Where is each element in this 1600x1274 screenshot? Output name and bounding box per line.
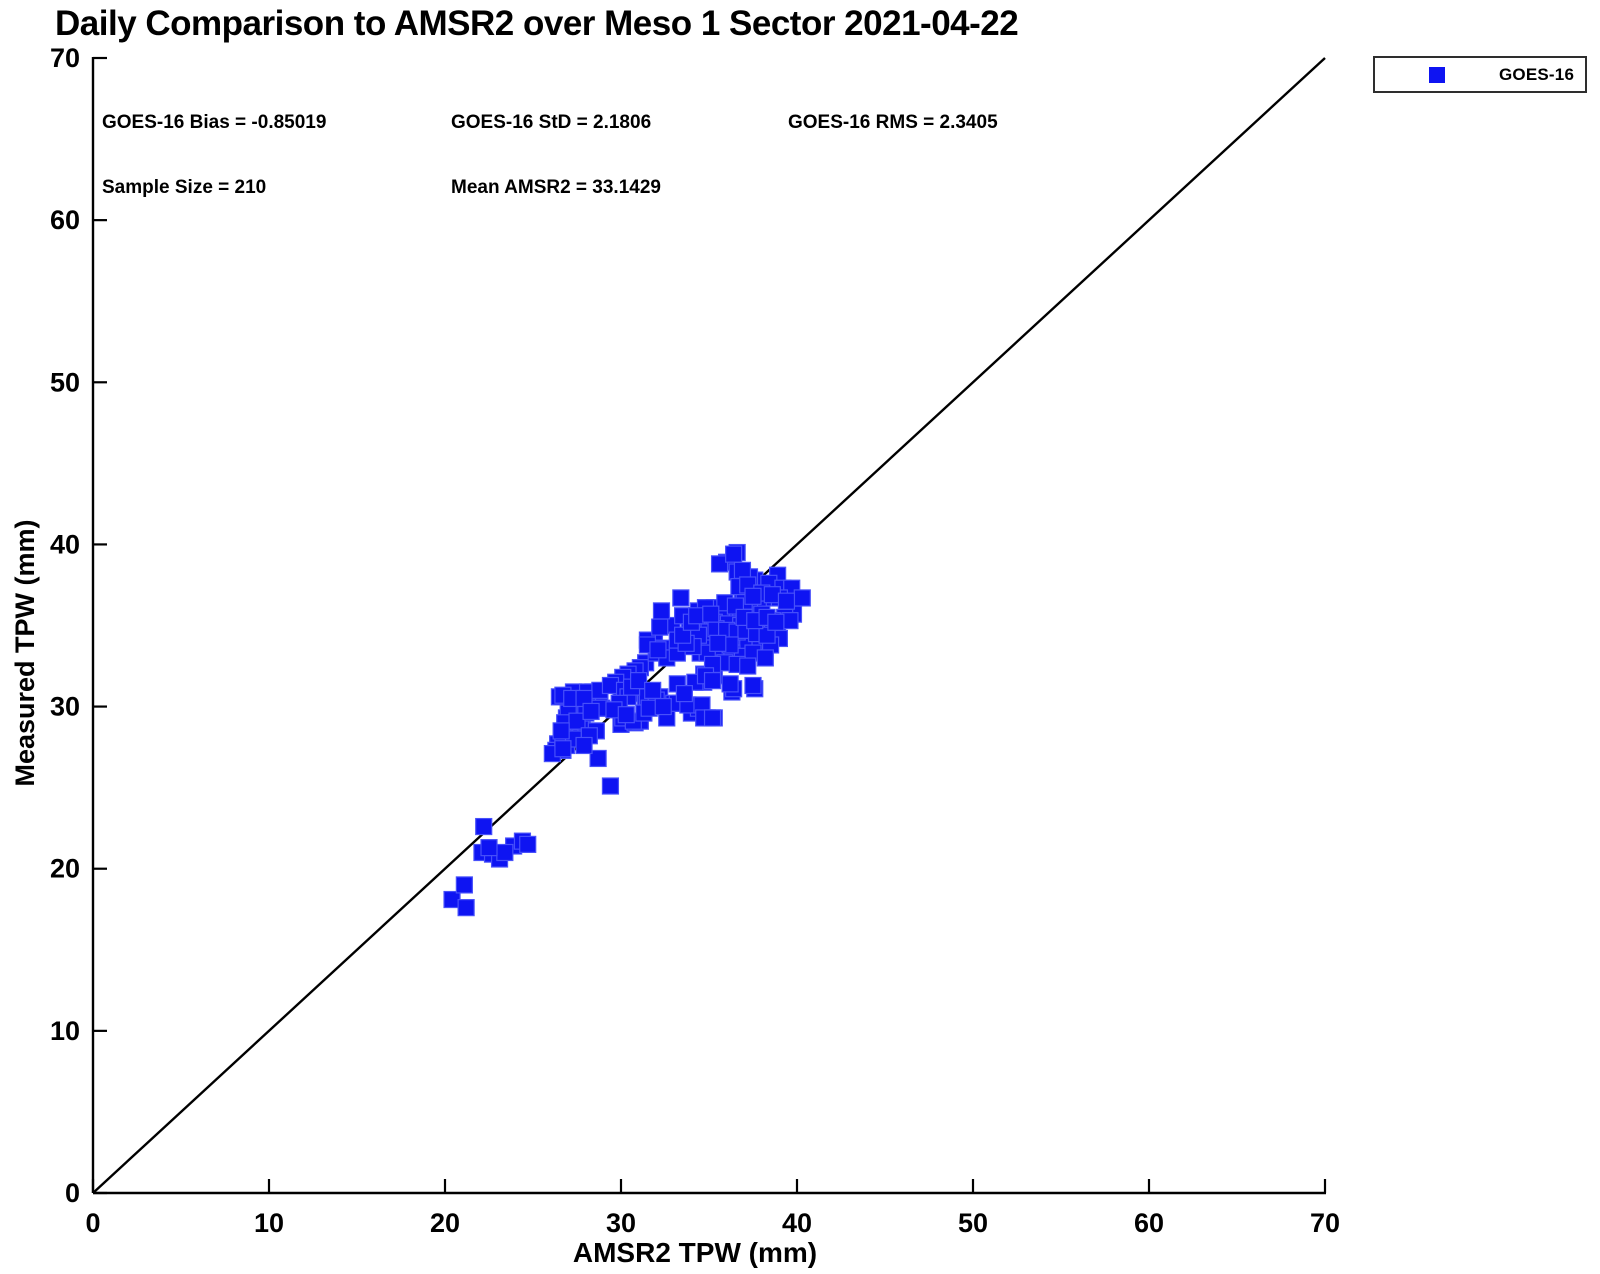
x-tick-label: 20 <box>430 1208 460 1238</box>
legend-label-goes16: GOES-16 <box>1499 64 1575 84</box>
scatter-point <box>649 641 667 659</box>
scatter-point <box>675 684 693 703</box>
scatter-point <box>744 676 762 695</box>
x-tick-label: 50 <box>958 1208 988 1238</box>
y-tick-label: 30 <box>50 692 80 722</box>
x-tick-label: 30 <box>606 1208 636 1238</box>
x-tick-label: 0 <box>85 1208 100 1238</box>
y-tick-label: 10 <box>50 1016 80 1046</box>
scatter-point <box>767 613 785 631</box>
scatter-point <box>672 589 690 607</box>
scatter-point <box>629 672 648 690</box>
scatter-point <box>758 626 776 644</box>
scatter-point <box>703 672 722 690</box>
y-tick-label: 50 <box>50 367 80 397</box>
stat-bias: GOES-16 Bias = -0.85019 <box>102 112 327 133</box>
scatter-point <box>744 587 762 605</box>
y-tick-label: 60 <box>50 205 80 235</box>
scatter-point <box>496 843 514 862</box>
scatter-point <box>617 706 635 724</box>
scatter-point <box>601 777 620 795</box>
scatter-point <box>709 634 727 652</box>
stat-std: GOES-16 StD = 2.1806 <box>451 112 652 133</box>
scatter-point <box>739 657 757 675</box>
x-tick-label: 60 <box>1134 1208 1164 1238</box>
scatter-point <box>457 899 475 917</box>
scatter-point <box>673 626 692 644</box>
scatter-point <box>475 817 493 836</box>
x-tick-label: 10 <box>254 1208 284 1238</box>
y-tick-label: 40 <box>50 529 80 559</box>
scatter-point <box>652 602 671 620</box>
x-axis-label: AMSR2 TPW (mm) <box>573 1237 817 1268</box>
scatter-point <box>756 649 774 667</box>
scatter-point <box>554 740 572 758</box>
y-axis-label: Measured TPW (mm) <box>10 519 40 786</box>
scatter-point <box>654 697 672 716</box>
scatter-point <box>644 681 662 699</box>
legend-marker-square-icon <box>1429 66 1445 83</box>
y-tick-label: 0 <box>65 1178 80 1208</box>
scatter-point <box>582 702 600 721</box>
legend-box: GOES-16 <box>1373 56 1587 93</box>
scatter-point <box>733 561 752 579</box>
x-tick-label: 70 <box>1310 1208 1340 1238</box>
scatter-point <box>552 722 570 740</box>
stat-mean-amsr2: Mean AMSR2 = 33.1429 <box>451 177 661 198</box>
scatter-point <box>777 592 796 610</box>
chart-title: Daily Comparison to AMSR2 over Meso 1 Se… <box>55 4 1019 43</box>
scatter-point <box>710 555 729 573</box>
scatter-point <box>651 618 669 636</box>
scatter-point <box>455 876 473 894</box>
scatter-point <box>519 835 537 853</box>
scatter-point <box>575 736 593 755</box>
scatter-point <box>703 709 722 727</box>
scatter-point <box>589 749 607 768</box>
x-tick-label: 40 <box>782 1208 812 1238</box>
scatter-point <box>568 712 586 730</box>
y-tick-label: 70 <box>50 43 80 73</box>
scatter-point <box>480 839 498 857</box>
stat-rms: GOES-16 RMS = 2.3405 <box>788 112 998 133</box>
scatter-point <box>702 605 720 623</box>
scatter-point <box>725 545 743 563</box>
scatter-point <box>721 675 739 693</box>
scatter-point <box>793 589 811 607</box>
y-tick-label: 20 <box>50 854 80 884</box>
stat-sample-size: Sample Size = 210 <box>102 177 267 198</box>
